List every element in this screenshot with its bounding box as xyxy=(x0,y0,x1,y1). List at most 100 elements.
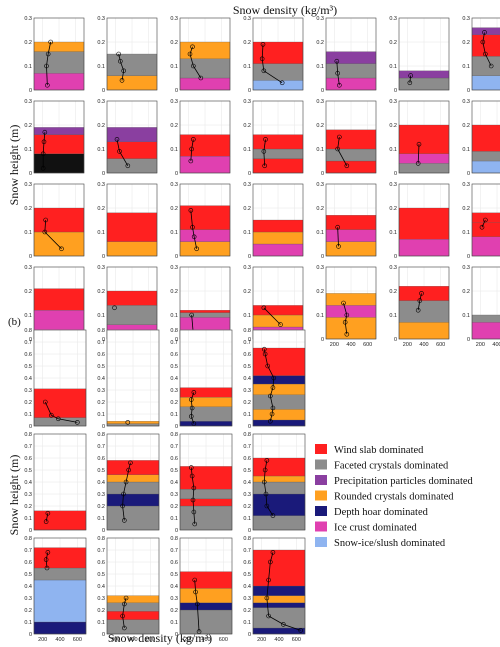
snow-layer-bar xyxy=(252,457,306,477)
axes-a-2-6: 0 0.1 0.2 0.3 xyxy=(462,182,500,260)
y-tick-label: 0.4 xyxy=(170,584,178,590)
density-point xyxy=(43,519,49,524)
x-tick-label: 600 xyxy=(73,637,82,643)
y-tick-label: 0.4 xyxy=(24,584,32,590)
snow-layer-bar xyxy=(179,505,233,531)
snow-layer-bar xyxy=(398,207,450,240)
axes-a-3-4: 0 0.1 0.2 0.3 200 400 600 xyxy=(316,265,377,348)
plot-frame xyxy=(252,100,304,174)
y-tick-label: 0 xyxy=(467,337,470,343)
axes-a-1-5: 0 0.1 0.2 0.3 xyxy=(389,99,450,177)
y-tick-label: 0.7 xyxy=(24,340,32,346)
snow-layer-bar xyxy=(179,588,233,603)
density-point xyxy=(190,44,195,50)
plot-frame xyxy=(33,100,85,174)
y-tick-label: 0.4 xyxy=(170,480,178,486)
density-point xyxy=(195,601,200,607)
density-point xyxy=(191,63,196,69)
density-point xyxy=(194,246,199,252)
plot-frame xyxy=(106,183,158,257)
snow-layer-bar xyxy=(252,585,306,596)
x-tick-label: 600 xyxy=(363,342,372,348)
density-point xyxy=(259,56,265,62)
density-point xyxy=(264,503,270,509)
axes-a-0-4: 0 0.1 0.2 0.3 xyxy=(316,16,377,94)
axes-b-2-3: 0 0.1 0.2 0.3 0.4 0.5 0.6 0.7 0.8 200 400 600 xyxy=(243,536,306,643)
legend-swatch xyxy=(315,459,327,470)
y-tick-label: 0.8 xyxy=(243,536,251,542)
y-tick-label: 0.6 xyxy=(243,352,251,358)
y-tick-label: 0.2 xyxy=(24,504,32,510)
y-tick-label: 0.1 xyxy=(170,516,178,522)
density-point xyxy=(265,363,271,369)
snow-layer-bar xyxy=(179,421,233,427)
density-line xyxy=(263,307,281,325)
y-tick-label: 0.3 xyxy=(97,492,105,498)
density-point xyxy=(281,622,286,627)
density-point xyxy=(268,393,273,399)
y-tick-label: 0.1 xyxy=(24,230,32,236)
axes-a-0-6: 0 0.1 0.2 0.3 xyxy=(462,16,500,94)
density-line xyxy=(44,219,62,250)
snow-layer-bar xyxy=(179,205,231,230)
y-tick-label: 0.1 xyxy=(97,313,105,319)
snow-layer-bar xyxy=(325,51,377,64)
y-tick-label: 0 xyxy=(29,632,32,638)
y-tick-label: 0 xyxy=(321,254,324,260)
snow-layer-bar xyxy=(252,63,304,81)
density-point xyxy=(264,458,270,463)
x-tick-label: 600 xyxy=(219,637,228,643)
y-tick-label: 0.2 xyxy=(462,289,470,295)
density-point xyxy=(114,137,120,142)
density-line xyxy=(261,44,283,84)
y-tick-label: 0.2 xyxy=(170,40,178,46)
y-tick-label: 0.8 xyxy=(170,536,178,542)
y-tick-label: 0.3 xyxy=(170,99,178,105)
density-point xyxy=(40,165,46,171)
density-point xyxy=(266,613,271,619)
snow-layer-bar xyxy=(179,498,233,507)
y-tick-label: 0.3 xyxy=(389,99,397,105)
y-tick-label: 0 xyxy=(29,171,32,177)
y-tick-label: 0.3 xyxy=(462,182,470,188)
y-tick-label: 0.3 xyxy=(97,99,105,105)
density-point xyxy=(262,467,268,473)
y-tick-label: 0 xyxy=(394,337,397,343)
plot-frame xyxy=(471,100,500,174)
snow-layer-bar xyxy=(252,148,304,159)
density-point xyxy=(188,208,194,213)
y-tick-label: 0.7 xyxy=(170,340,178,346)
legend-entry-label: Depth hoar dominated xyxy=(334,507,429,518)
y-tick-label: 0.3 xyxy=(170,492,178,498)
y-tick-label: 0.7 xyxy=(97,548,105,554)
snow-layer-bar xyxy=(106,481,160,495)
y-tick-label: 0.6 xyxy=(170,560,178,566)
y-tick-label: 0.2 xyxy=(170,206,178,212)
y-tick-label: 0.8 xyxy=(170,328,178,334)
density-line xyxy=(482,32,492,67)
density-point xyxy=(266,577,271,583)
y-tick-label: 0.8 xyxy=(97,328,105,334)
y-tick-label: 0.1 xyxy=(243,313,251,319)
y-tick-label: 0 xyxy=(248,632,251,638)
y-tick-label: 0.3 xyxy=(24,99,32,105)
y-tick-label: 0.1 xyxy=(170,230,178,236)
snow-layer-bar xyxy=(179,466,233,490)
density-point xyxy=(125,420,131,425)
snow-layer-bar xyxy=(33,41,85,52)
snow-layer-bar xyxy=(252,394,306,410)
density-point xyxy=(263,137,268,142)
y-tick-label: 0 xyxy=(102,171,105,177)
density-point xyxy=(298,628,303,633)
density-line xyxy=(194,579,200,632)
y-tick-label: 0.1 xyxy=(389,64,397,70)
plot-frame xyxy=(179,329,233,427)
density-point xyxy=(196,629,202,634)
density-line xyxy=(45,552,49,569)
snow-layer-bar xyxy=(33,579,87,623)
snow-layer-bar xyxy=(398,124,450,154)
snow-layer-bar xyxy=(398,153,450,164)
axes-a-0-2: 0 0.1 0.2 0.3 xyxy=(170,16,231,94)
y-tick-label: 0 xyxy=(467,171,470,177)
y-tick-label: 0.2 xyxy=(170,289,178,295)
